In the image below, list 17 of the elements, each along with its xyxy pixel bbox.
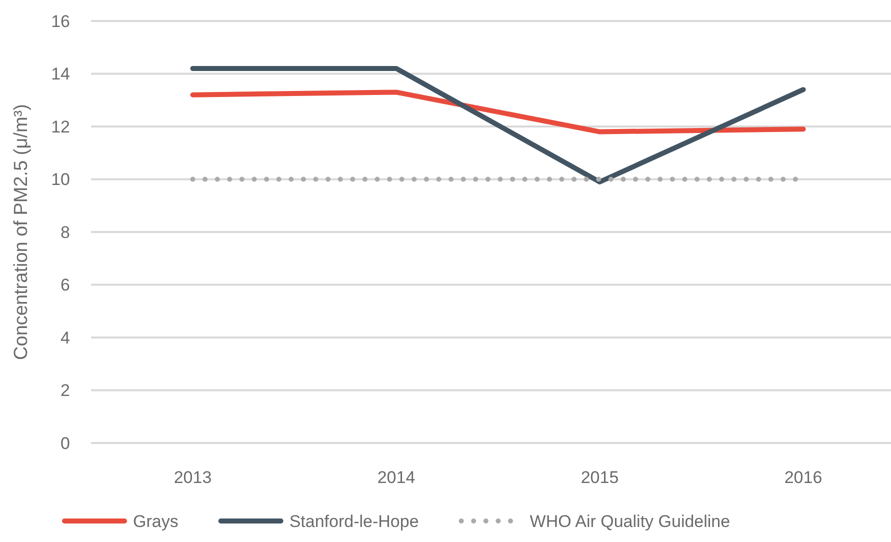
x-tick-label: 2015 — [580, 468, 619, 487]
x-tick-label: 2016 — [784, 468, 822, 487]
y-tick-label: 12 — [51, 117, 70, 136]
y-tick-label: 14 — [51, 64, 70, 84]
legend-label: Stanford-le-Hope — [289, 512, 419, 531]
legend-label: Grays — [133, 512, 178, 531]
x-tick-label: 2014 — [377, 468, 416, 487]
y-axis-title: Concentration of PM2.5 (μ/m³) — [11, 104, 32, 360]
y-tick-label: 4 — [60, 328, 70, 348]
y-tick-label: 2 — [60, 381, 70, 400]
legend-label: WHO Air Quality Guideline — [530, 512, 730, 531]
x-tick-label: 2013 — [174, 468, 212, 487]
y-tick-label: 16 — [51, 12, 70, 31]
y-tick-label: 0 — [60, 434, 70, 453]
y-tick-label: 6 — [60, 276, 70, 295]
y-tick-label: 8 — [60, 222, 70, 242]
y-tick-label: 10 — [51, 170, 70, 190]
